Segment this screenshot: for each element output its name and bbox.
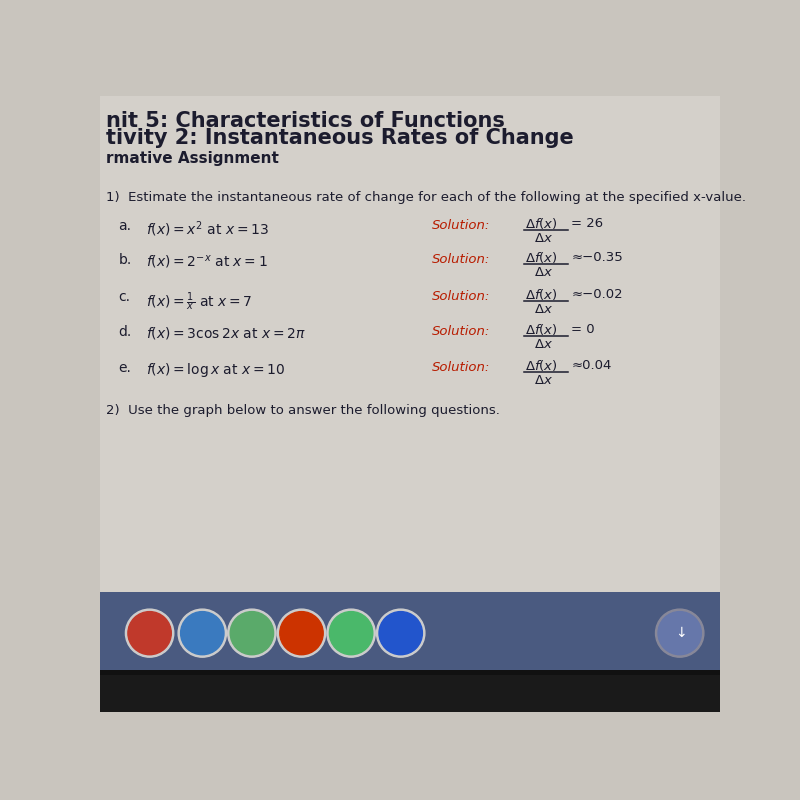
Text: c.: c.: [118, 290, 130, 304]
Circle shape: [230, 611, 274, 654]
Circle shape: [327, 609, 375, 657]
Text: $f(x)=\log x$ at $x=10$: $f(x)=\log x$ at $x=10$: [146, 361, 286, 379]
Text: $f(x)=x^2$ at $x=13$: $f(x)=x^2$ at $x=13$: [146, 219, 270, 239]
Text: $\Delta f(x)$: $\Delta f(x)$: [525, 358, 558, 373]
Text: $\Delta x$: $\Delta x$: [534, 303, 553, 316]
Circle shape: [377, 609, 425, 657]
Text: $\Delta x$: $\Delta x$: [534, 266, 553, 279]
Circle shape: [128, 611, 171, 654]
Text: d.: d.: [118, 325, 132, 339]
Text: $\Delta x$: $\Delta x$: [534, 374, 553, 387]
Circle shape: [181, 611, 224, 654]
Text: Solution:: Solution:: [432, 361, 490, 374]
Text: Solution:: Solution:: [432, 325, 490, 338]
Circle shape: [228, 609, 276, 657]
Text: $\Delta f(x)$: $\Delta f(x)$: [525, 250, 558, 265]
FancyBboxPatch shape: [100, 670, 720, 675]
Text: nit 5: Characteristics of Functions: nit 5: Characteristics of Functions: [106, 111, 505, 131]
Text: $\downarrow$: $\downarrow$: [673, 626, 686, 640]
Text: Solution:: Solution:: [432, 290, 490, 303]
Text: Solution:: Solution:: [432, 219, 490, 232]
Text: $\Delta f(x)$: $\Delta f(x)$: [525, 216, 558, 231]
FancyBboxPatch shape: [100, 96, 720, 632]
Text: $\Delta f(x)$: $\Delta f(x)$: [525, 322, 558, 337]
Text: 2)  Use the graph below to answer the following questions.: 2) Use the graph below to answer the fol…: [106, 404, 500, 417]
Text: ≈−0.02: ≈−0.02: [571, 288, 623, 301]
Circle shape: [280, 611, 323, 654]
Circle shape: [330, 611, 373, 654]
Text: ≈−0.35: ≈−0.35: [571, 251, 623, 264]
Text: $f(x)=\frac{1}{x}$ at $x=7$: $f(x)=\frac{1}{x}$ at $x=7$: [146, 290, 253, 313]
Text: $\Delta x$: $\Delta x$: [534, 338, 553, 351]
Text: rmative Assignment: rmative Assignment: [106, 151, 279, 166]
Circle shape: [655, 609, 704, 657]
Text: a.: a.: [118, 219, 131, 234]
Text: 1)  Estimate the instantaneous rate of change for each of the following at the s: 1) Estimate the instantaneous rate of ch…: [106, 191, 746, 205]
Text: = 0: = 0: [571, 323, 595, 336]
Text: $f(x)=3\cos 2x$ at $x=2\pi$: $f(x)=3\cos 2x$ at $x=2\pi$: [146, 325, 306, 341]
Text: e.: e.: [118, 361, 131, 375]
FancyBboxPatch shape: [100, 675, 720, 712]
FancyBboxPatch shape: [100, 592, 720, 675]
Circle shape: [126, 609, 174, 657]
Circle shape: [658, 611, 702, 654]
Text: Solution:: Solution:: [432, 253, 490, 266]
Circle shape: [178, 609, 226, 657]
Text: $\Delta x$: $\Delta x$: [534, 232, 553, 245]
Text: ≈0.04: ≈0.04: [571, 359, 611, 372]
Text: b.: b.: [118, 253, 132, 267]
Text: = 26: = 26: [571, 218, 603, 230]
Circle shape: [278, 609, 326, 657]
Circle shape: [379, 611, 422, 654]
Text: tivity 2: Instantaneous Rates of Change: tivity 2: Instantaneous Rates of Change: [106, 128, 574, 148]
Text: $f(x)=2^{-x}$ at $x=1$: $f(x)=2^{-x}$ at $x=1$: [146, 253, 268, 270]
Text: $\Delta f(x)$: $\Delta f(x)$: [525, 287, 558, 302]
